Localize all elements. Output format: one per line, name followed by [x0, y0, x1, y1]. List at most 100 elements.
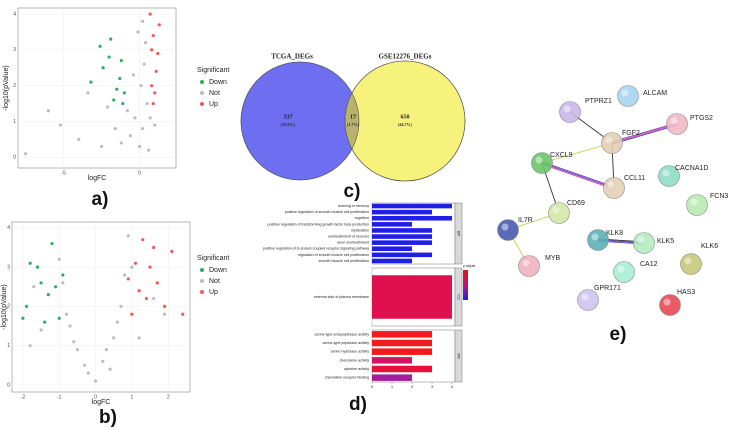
point [61, 281, 65, 285]
node-highlight [552, 206, 560, 214]
node [633, 232, 655, 254]
x-tick-label: -2 [21, 394, 26, 400]
point [157, 23, 161, 27]
x-tick-label: 4 [451, 384, 454, 389]
y-tick-label: 2 [13, 83, 16, 89]
point [57, 257, 61, 261]
node-label: CCL11 [624, 175, 645, 182]
point [147, 148, 151, 152]
plot-area [11, 221, 191, 393]
node [666, 113, 688, 135]
region-count: 650 [401, 114, 410, 120]
point [140, 127, 145, 131]
point [32, 285, 36, 289]
x-tick-label: 1 [130, 394, 133, 400]
point [130, 312, 134, 316]
point [137, 336, 141, 340]
node-highlight [663, 298, 671, 306]
point [148, 116, 152, 120]
y-tick-label: 1 [7, 343, 10, 349]
point [156, 51, 160, 56]
category-label: regulation of smooth muscle cell prolife… [298, 253, 369, 257]
node-highlight [501, 223, 509, 231]
node-highlight [637, 236, 645, 244]
point [93, 379, 98, 383]
point [162, 304, 167, 309]
point [58, 123, 63, 127]
y-tick-label: 3 [13, 47, 16, 53]
category-label: chemokine activity [340, 358, 370, 362]
x-tick-label: 0 [371, 384, 374, 389]
point [68, 324, 72, 328]
category-label: cytokine activity [344, 367, 369, 371]
set-label: GSE12276_DEGs [379, 53, 432, 61]
bar [372, 331, 432, 338]
y-tick-label: 0 [13, 155, 16, 161]
point [99, 144, 104, 149]
category-label: learning or memory [338, 204, 369, 208]
bar [372, 246, 412, 252]
category-label: serine hydrolase activity [331, 350, 370, 354]
point [50, 241, 54, 246]
category-label: serine-type peptidase activity [323, 341, 370, 345]
bar [372, 357, 412, 364]
legend-title: p.adjust [463, 264, 475, 268]
x-tick-label: 0 [94, 394, 97, 400]
edge [611, 122, 677, 143]
bar [372, 209, 432, 215]
point [181, 312, 185, 316]
point [148, 12, 152, 16]
legend-label: Up [209, 101, 218, 108]
node-label: PTPRZ1 [585, 98, 612, 105]
legend-label: Down [209, 267, 227, 274]
panel-label: c) [344, 181, 361, 202]
node-label: KLK8 [606, 230, 623, 237]
node-label: GPR171 [594, 285, 621, 292]
point [151, 33, 155, 38]
point [155, 281, 159, 285]
point [104, 347, 109, 352]
point [39, 281, 43, 285]
point [118, 76, 122, 81]
point [113, 127, 117, 131]
set-label: TCGA_DEGs [271, 53, 313, 61]
point [123, 273, 127, 277]
node-highlight [591, 233, 599, 241]
x-axis-label: logFC [88, 175, 107, 182]
point [77, 137, 81, 141]
node-highlight [581, 293, 589, 301]
y-tick-label: 4 [13, 11, 16, 17]
legend-title: Significant [197, 67, 229, 74]
point [112, 98, 116, 102]
edge [541, 162, 615, 189]
point [101, 359, 105, 363]
x-tick-label: 1 [391, 384, 394, 389]
plot-area [17, 7, 177, 169]
point [153, 91, 157, 95]
point [150, 84, 154, 88]
node-label: PTGS2 [690, 115, 713, 122]
point [28, 261, 32, 265]
point [106, 105, 110, 109]
edge [542, 161, 615, 188]
point [140, 19, 145, 23]
node [686, 194, 708, 216]
node [587, 229, 609, 251]
point [153, 123, 157, 127]
point [141, 238, 145, 242]
point [28, 344, 32, 348]
node [680, 253, 702, 275]
node [531, 152, 553, 174]
x-tick-label: -5 [61, 170, 66, 176]
region-percent: (33.6%) [281, 122, 295, 127]
point [21, 316, 25, 320]
bar [372, 365, 432, 373]
point [86, 91, 90, 95]
point [137, 144, 142, 149]
legend-swatch [200, 279, 204, 283]
point [119, 304, 123, 309]
node-label: CXCL9 [550, 152, 573, 159]
legend-gradient [463, 270, 468, 300]
legend-swatch [200, 268, 204, 272]
